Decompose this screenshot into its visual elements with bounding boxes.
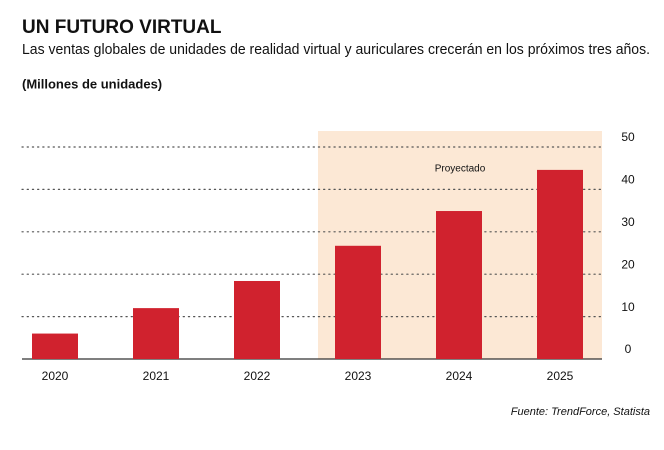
bar xyxy=(436,211,482,359)
y-tick-label: 40 xyxy=(621,173,635,187)
y-tick-label: 20 xyxy=(621,257,635,271)
source: Fuente: TrendForce, Statista xyxy=(511,406,650,418)
chart-subtitle: Las ventas globales de unidades de reali… xyxy=(22,41,650,58)
bar xyxy=(537,169,583,359)
y-tick-label: 0 xyxy=(625,342,632,356)
x-tick-label: 2021 xyxy=(143,369,170,383)
x-tick-label: 2023 xyxy=(345,369,372,383)
chart-title: UN FUTURO VIRTUAL xyxy=(22,17,222,38)
bar xyxy=(234,280,280,359)
bar xyxy=(133,308,179,359)
bar xyxy=(335,245,381,359)
y-tick-label: 50 xyxy=(621,130,635,144)
bar xyxy=(32,333,78,359)
x-tick-label: 2020 xyxy=(42,369,69,383)
x-tick-label: 2025 xyxy=(547,369,574,383)
x-tick-label: 2022 xyxy=(244,369,271,383)
x-tick-label: 2024 xyxy=(446,369,473,383)
y-axis-label: (Millones de unidades) xyxy=(22,76,162,91)
y-tick-label: 30 xyxy=(621,215,635,229)
y-tick-label: 10 xyxy=(621,300,635,314)
annotation: Proyectado xyxy=(435,164,486,175)
